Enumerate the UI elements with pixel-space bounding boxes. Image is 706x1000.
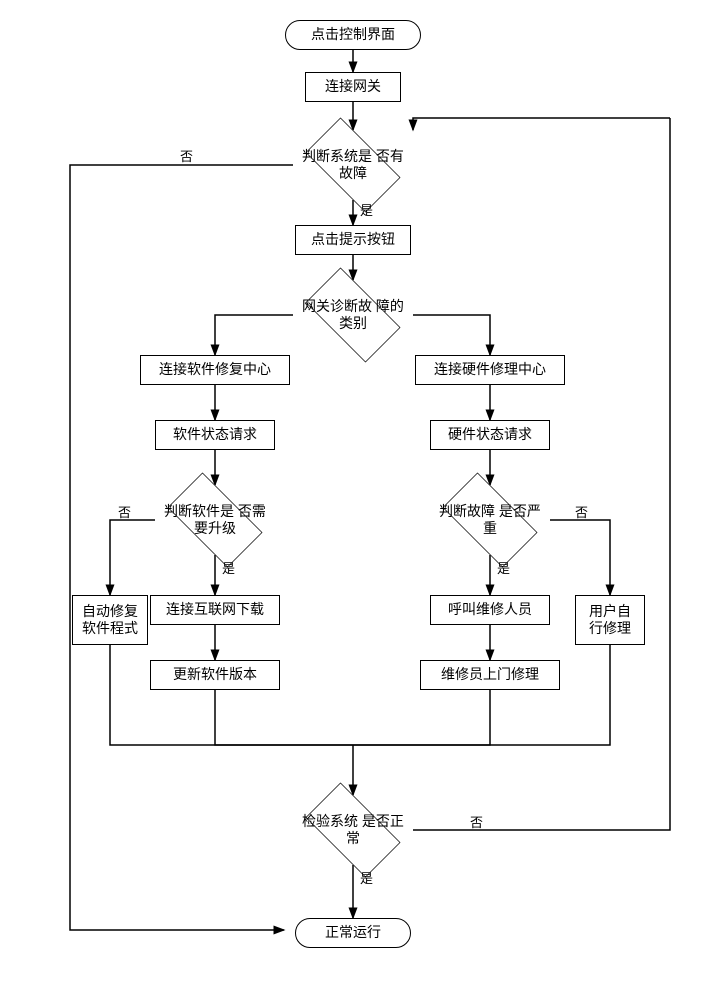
download-process: 连接互联网下载 <box>150 595 280 625</box>
hardware-request-process: 硬件状态请求 <box>430 420 550 450</box>
hardware-center-label: 连接硬件修理中心 <box>434 361 546 379</box>
download-label: 连接互联网下载 <box>166 601 264 619</box>
hardware-severe-decision: 判断故障 是否严重 <box>430 485 550 555</box>
call-repair-label: 呼叫维修人员 <box>448 601 532 619</box>
software-request-process: 软件状态请求 <box>155 420 275 450</box>
prompt-button-label: 点击提示按钮 <box>311 231 395 249</box>
edge-no-3: 否 <box>575 502 588 521</box>
user-fix-process: 用户自 行修理 <box>575 595 645 645</box>
fault-type-decision: 网关诊断故 障的类别 <box>293 280 413 350</box>
auto-fix-process: 自动修复 软件程式 <box>72 595 148 645</box>
onsite-repair-label: 维修员上门修理 <box>441 666 539 684</box>
software-upgrade-decision: 判断软件是 否需要升级 <box>155 485 275 555</box>
verify-system-label: 检验系统 是否正常 <box>293 795 413 865</box>
update-version-label: 更新软件版本 <box>173 666 257 684</box>
call-repair-process: 呼叫维修人员 <box>430 595 550 625</box>
end-label: 正常运行 <box>325 924 381 942</box>
update-version-process: 更新软件版本 <box>150 660 280 690</box>
edge-yes-1: 是 <box>360 200 373 219</box>
software-upgrade-label: 判断软件是 否需要升级 <box>155 485 275 555</box>
hardware-center-process: 连接硬件修理中心 <box>415 355 565 385</box>
connect-gateway-process: 连接网关 <box>305 72 401 102</box>
start-terminator: 点击控制界面 <box>285 20 421 50</box>
edge-yes-2: 是 <box>222 558 235 577</box>
software-center-process: 连接软件修复中心 <box>140 355 290 385</box>
auto-fix-label: 自动修复 软件程式 <box>82 603 138 638</box>
edge-yes-3: 是 <box>497 558 510 577</box>
onsite-repair-process: 维修员上门修理 <box>420 660 560 690</box>
end-terminator: 正常运行 <box>295 918 411 948</box>
hardware-request-label: 硬件状态请求 <box>448 426 532 444</box>
software-center-label: 连接软件修复中心 <box>159 361 271 379</box>
hardware-severe-label: 判断故障 是否严重 <box>430 485 550 555</box>
fault-type-label: 网关诊断故 障的类别 <box>293 280 413 350</box>
connect-gateway-label: 连接网关 <box>325 78 381 96</box>
edge-no-4: 否 <box>470 812 483 831</box>
user-fix-label: 用户自 行修理 <box>589 603 631 638</box>
start-label: 点击控制界面 <box>311 26 395 44</box>
edge-no-1: 否 <box>180 146 193 165</box>
edge-no-2: 否 <box>118 502 131 521</box>
verify-system-decision: 检验系统 是否正常 <box>293 795 413 865</box>
has-fault-decision: 判断系统是 否有故障 <box>293 130 413 200</box>
prompt-button-process: 点击提示按钮 <box>295 225 411 255</box>
software-request-label: 软件状态请求 <box>173 426 257 444</box>
edge-yes-4: 是 <box>360 868 373 887</box>
has-fault-label: 判断系统是 否有故障 <box>293 130 413 200</box>
